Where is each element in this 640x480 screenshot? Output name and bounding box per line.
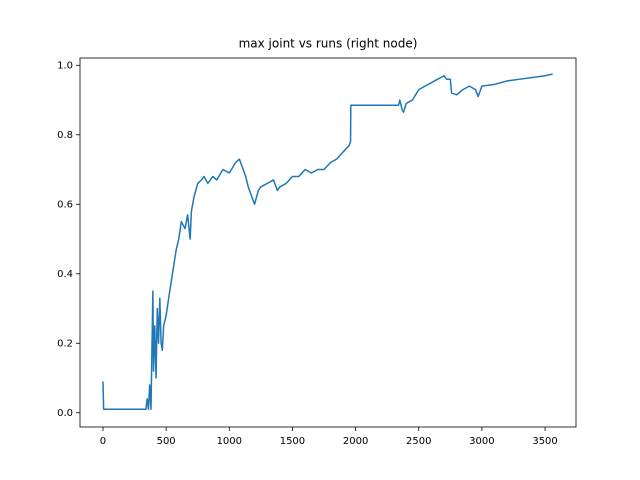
y-tick-label: 0.0 bbox=[57, 408, 73, 419]
y-tick-label: 0.2 bbox=[57, 338, 73, 349]
chart-title: max joint vs runs (right node) bbox=[239, 37, 418, 51]
y-tick-label: 1.0 bbox=[57, 60, 73, 71]
y-tick-label: 0.8 bbox=[57, 130, 73, 141]
y-tick-label: 0.4 bbox=[57, 269, 73, 280]
y-tick-label: 0.6 bbox=[57, 199, 73, 210]
x-tick-label: 0 bbox=[100, 436, 106, 447]
x-tick-label: 3000 bbox=[469, 436, 494, 447]
x-tick-label: 3500 bbox=[532, 436, 557, 447]
data-line bbox=[102, 73, 553, 411]
plot-frame bbox=[79, 57, 577, 428]
x-tick-label: 2000 bbox=[343, 436, 368, 447]
x-tick-label: 1000 bbox=[217, 436, 242, 447]
x-tick-label: 2500 bbox=[406, 436, 431, 447]
x-tick-label: 500 bbox=[157, 436, 176, 447]
x-tick-label: 1500 bbox=[280, 436, 305, 447]
